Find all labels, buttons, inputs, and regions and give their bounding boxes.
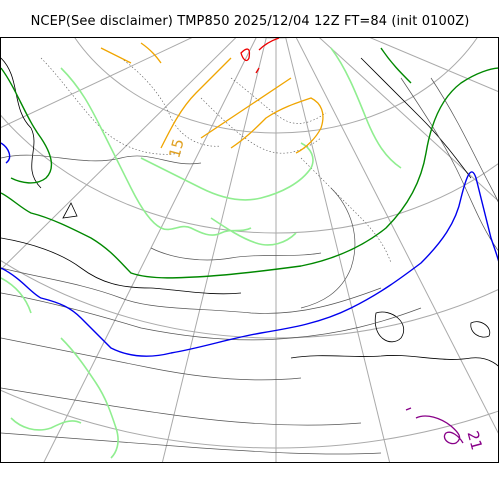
isotherm-light-green-6 — [10, 417, 82, 431]
contour-label-21: 21 — [463, 429, 485, 452]
chart-title: NCEP(See disclaimer) TMP850 2025/12/04 1… — [30, 14, 470, 29]
map-frame: 15 21 — [0, 37, 499, 463]
isotherm-red-3 — [255, 67, 260, 74]
isotherm-light-green-4 — [1, 277, 32, 314]
isotherm-orange — [100, 42, 324, 154]
meridian-8 — [319, 38, 498, 202]
isotherm-minor-2 — [1, 267, 382, 314]
coastline-west — [1, 57, 42, 189]
meridian-3 — [43, 38, 257, 462]
coastlines — [1, 57, 498, 367]
isotherm-cold-main — [1, 171, 498, 357]
meridian-4 — [1, 38, 237, 271]
isotherm-orange-1 — [160, 57, 232, 149]
isotherm-minor-6 — [1, 432, 382, 455]
isotherm-orange-3 — [230, 97, 324, 154]
isotherm-purple — [405, 407, 464, 445]
isotherm-light-green-3 — [330, 47, 402, 169]
graticule — [1, 38, 498, 462]
isotherms-dotted — [40, 57, 392, 264]
isotherm-freezing-west — [1, 67, 53, 184]
isotherm-dotted-4 — [230, 77, 327, 124]
coastline-east — [360, 57, 472, 179]
latitude-circle-4 — [1, 259, 498, 339]
isotherm-dotted-3 — [200, 97, 322, 154]
isotherm-orange-2 — [200, 77, 292, 139]
isotherm-red — [240, 38, 280, 74]
isotherm-cold — [1, 142, 498, 357]
isotherm-cold-edge — [1, 142, 11, 164]
contour-label-15: 15 — [165, 137, 187, 160]
weather-map: 15 21 — [1, 38, 498, 462]
isotherm-light-green-5 — [60, 337, 119, 459]
isotherm-minor-9 — [300, 187, 356, 309]
isotherm-light-green — [1, 47, 402, 459]
isotherm-light-green-2 — [140, 142, 314, 201]
latitude-circle-5 — [1, 389, 498, 449]
isotherm-dotted-5 — [300, 157, 392, 264]
isotherm-freezing-main — [1, 67, 498, 279]
isotherm-dotted-1 — [40, 57, 182, 155]
island-1 — [374, 311, 404, 343]
coastline-southeast — [290, 355, 498, 367]
isotherms-minor — [1, 77, 498, 455]
isotherm-freezing-northeast — [380, 47, 412, 84]
isotherm-red-1 — [240, 48, 251, 62]
coastline-south — [1, 237, 242, 295]
isotherm-minor-7 — [400, 77, 498, 251]
meridian-7 — [295, 38, 498, 434]
isotherm-minor-4 — [1, 337, 302, 381]
meridian-2 — [161, 38, 267, 462]
meridian-6 — [285, 38, 391, 462]
meridian-5 — [1, 38, 193, 128]
isotherm-minor-10 — [150, 247, 322, 261]
isotherm-purple-1 — [415, 415, 464, 445]
island-3 — [62, 202, 78, 219]
island-2 — [470, 321, 491, 338]
isotherm-minor-8 — [430, 77, 498, 203]
isotherm-minor-1 — [1, 154, 202, 165]
latitude-circle-2 — [74, 38, 478, 134]
isotherm-light-green-7 — [210, 217, 297, 246]
latitude-circle-3 — [1, 114, 498, 234]
isotherm-purple-2 — [405, 407, 412, 411]
isotherm-orange-4 — [100, 42, 162, 64]
isotherm-light-green-1 — [60, 67, 252, 236]
isotherm-freezing — [1, 47, 498, 279]
isotherm-red-2 — [258, 38, 280, 51]
meridian-9 — [369, 38, 498, 93]
isotherm-minor-5 — [1, 387, 362, 426]
